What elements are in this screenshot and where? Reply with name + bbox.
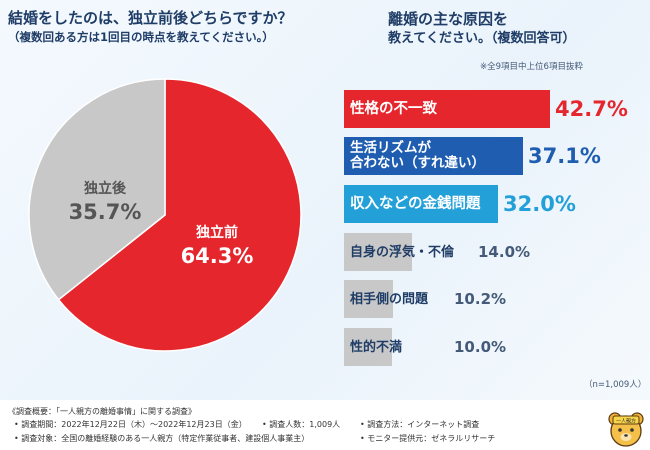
bear-mascot-icon: 一人親方 bbox=[608, 412, 644, 447]
survey-panel: 結婚をしたのは、独立前後どちらですか？ （複数回ある方は1回目の時点を教えてくだ… bbox=[8, 8, 648, 390]
pie-slice-value: 35.7% bbox=[68, 200, 142, 224]
right-question: 離婚の主な原因を 教えてください。（複数回答可） bbox=[388, 10, 648, 48]
pie-label-after: 独立後 35.7% bbox=[60, 178, 150, 224]
bar-category-label: 収入などの金銭問題 bbox=[350, 195, 481, 212]
left-question: 結婚をしたのは、独立前後どちらですか？ （複数回ある方は1回目の時点を教えてくだ… bbox=[8, 8, 328, 46]
pie-slice-value: 64.3% bbox=[180, 244, 254, 268]
survey-footer: 《調査概要：「一人親方の離婚事情」に関する調査》 • 調査期間：2022年12月… bbox=[0, 400, 650, 450]
footer-method: • 調査方法：インターネット調査 bbox=[360, 420, 480, 429]
pie-label-before: 独立前 64.3% bbox=[172, 222, 262, 268]
bar bbox=[344, 137, 523, 175]
footer-title: 《調査概要：「一人親方の離婚事情」に関する調査》 bbox=[8, 407, 196, 416]
bar-value-label: 32.0% bbox=[503, 192, 576, 216]
mascot-badge-text: 一人親方 bbox=[616, 418, 636, 425]
bar-value-label: 42.7% bbox=[555, 97, 628, 121]
footer-monitor: • モニター提供元：ゼネラルリサーチ bbox=[360, 434, 496, 443]
pie-slice-label: 独立前 bbox=[196, 225, 238, 241]
bar bbox=[344, 185, 498, 223]
bar-value-label: 37.1% bbox=[528, 144, 601, 168]
bar-category-label: 性的不満 bbox=[350, 339, 403, 355]
bar-value-label: 10.0% bbox=[454, 338, 507, 356]
bar-value-label: 10.2% bbox=[454, 290, 507, 308]
footer-period: • 調査期間：2022年12月22日（木）〜2022年12月23日（金） bbox=[14, 420, 247, 429]
bar bbox=[344, 280, 393, 318]
pie-slice-after bbox=[28, 78, 166, 301]
bar-question-title: 離婚の主な原因を bbox=[388, 10, 509, 28]
pie-chart bbox=[28, 78, 302, 352]
bar bbox=[344, 328, 392, 366]
bar-category-label: 相手側の問題 bbox=[350, 291, 429, 307]
bar-category-label: 自身の浮気・不倫 bbox=[350, 244, 455, 260]
bar-category-label: 生活リズムが 合わない（すれ違い） bbox=[350, 140, 485, 171]
pie-question-title: 結婚をしたのは、独立前後どちらですか？ bbox=[8, 9, 293, 27]
footer-target: • 調査対象：全国の離婚経験のある一人親方（特定作業従事者、建設個人事業主） bbox=[14, 434, 310, 443]
bar-value-label: 14.0% bbox=[478, 243, 531, 261]
bar-question-subtitle: 教えてください。（複数回答可） bbox=[388, 31, 576, 46]
bar-category-label: 性格の不一致 bbox=[350, 100, 437, 117]
pie-slice-label: 独立後 bbox=[84, 181, 126, 197]
bar bbox=[344, 90, 550, 128]
footer-count: • 調査人数：1,009人 bbox=[262, 420, 341, 429]
pie-question-subtitle: （複数回ある方は1回目の時点を教えてください。） bbox=[8, 30, 274, 44]
sample-size-note: （n=1,009人） bbox=[584, 380, 647, 390]
bar bbox=[344, 233, 412, 271]
pie-slice-before bbox=[57, 78, 302, 352]
bar-question-note: ※全9項目中上位6項目抜粋 bbox=[480, 62, 583, 72]
